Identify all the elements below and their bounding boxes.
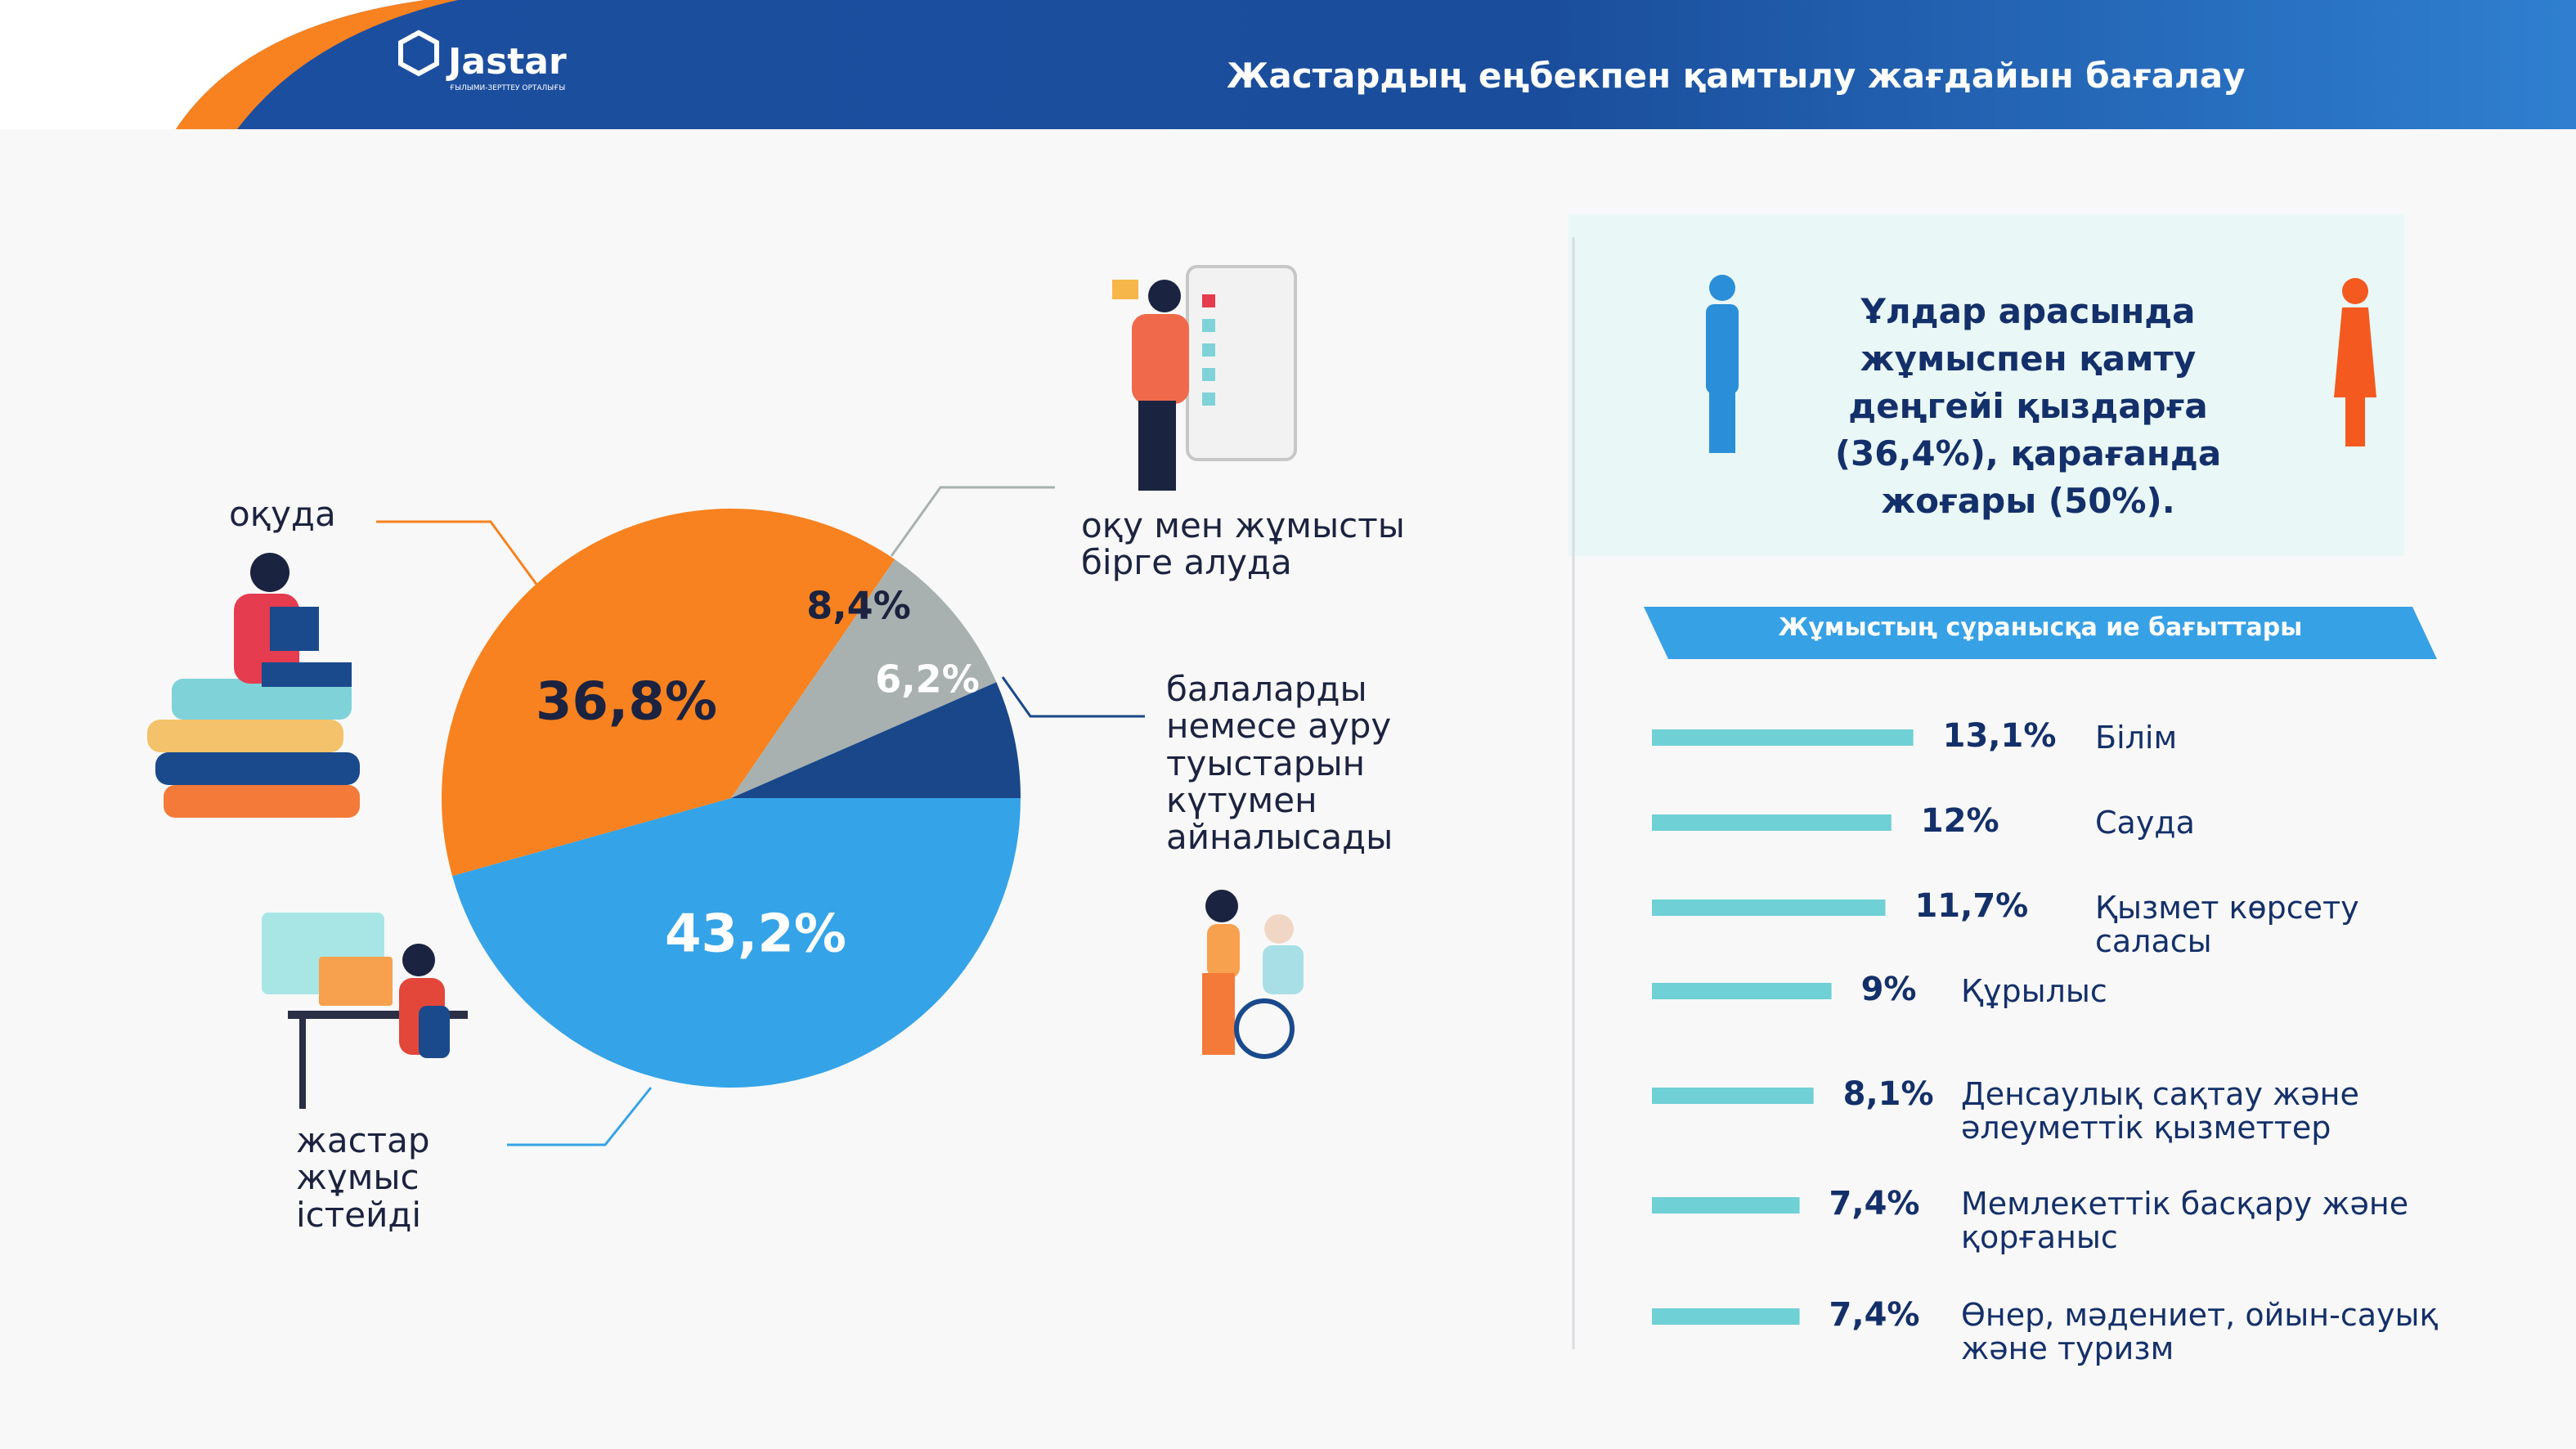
illustration-desk <box>262 913 468 1109</box>
bar-category: Сауда <box>2095 805 2195 841</box>
logo-text: Jastar <box>448 41 567 83</box>
header-accent <box>176 0 458 129</box>
bar-value-label: 7,4% <box>1829 1185 1920 1222</box>
slice-label: 6,2% <box>875 657 980 702</box>
bar <box>1652 1088 1814 1104</box>
pie-slice <box>452 798 1021 1088</box>
female-icon <box>2334 278 2376 446</box>
pie-slice <box>441 508 895 877</box>
bar-value-label: 9% <box>1861 971 1917 1008</box>
callout-text: Ұлдар арасында жұмыспен қамту деңгейі қы… <box>1834 291 2222 521</box>
logo-icon <box>398 29 439 77</box>
logo-subtitle: ҒЫЛЫМИ-ЗЕРТТЕУ ОРТАЛЫҒЫ <box>450 84 566 92</box>
bar <box>1652 899 1886 916</box>
leader-line <box>376 520 541 590</box>
bar-value-label: 12% <box>1921 802 1999 840</box>
bar <box>1652 1308 1800 1325</box>
bar-value-label: 8,1% <box>1843 1075 1934 1113</box>
pie-slice <box>731 559 997 798</box>
bar <box>1652 814 1892 831</box>
leader-line <box>890 486 1055 557</box>
bar-chart-title: Жұмыстың сұранысқа ие бағыттары <box>1778 613 2303 642</box>
bar-category: Өнер, мәдениет, ойын-сауық және туризм <box>1961 1297 2439 1367</box>
page-title: Жастардың еңбекпен қамтылу жағдайын баға… <box>1227 56 2246 96</box>
bar-category: Мемлекеттік басқару және қорғаныс <box>1961 1186 2409 1256</box>
bar <box>1652 1197 1800 1213</box>
illustration-presenter <box>1112 265 1297 491</box>
bar <box>1652 983 1832 999</box>
slice-category: балаларды немесе ауру туыстарын күтумен … <box>1166 669 1393 858</box>
leader-line <box>507 1087 653 1146</box>
slice-category: оқуда <box>229 494 336 534</box>
bar-value-label: 11,7% <box>1914 887 2028 925</box>
slice-label: 43,2% <box>665 904 846 965</box>
pie-slice <box>731 682 1021 798</box>
illustration-care <box>1202 890 1304 1059</box>
slice-category: оқу мен жұмысты бірге алуда <box>1081 505 1405 583</box>
bar-category: Білім <box>2095 720 2178 756</box>
male-icon <box>1706 275 1739 453</box>
slice-label: 8,4% <box>806 584 911 628</box>
illustration-reading <box>147 553 360 818</box>
slice-label: 36,8% <box>536 672 717 733</box>
bar <box>1652 729 1914 746</box>
bar-category: Қызмет көрсету саласы <box>2095 890 2359 960</box>
leader-line <box>1001 676 1145 718</box>
bar-category: Денсаулық сақтау және әлеуметтік қызметт… <box>1961 1076 2359 1146</box>
bar-value-label: 7,4% <box>1829 1296 1920 1334</box>
header-band <box>0 0 2576 129</box>
bar-value-label: 13,1% <box>1943 717 2057 755</box>
bar-title-banner <box>1644 607 2437 659</box>
bar-category: Құрылыс <box>1961 973 2107 1009</box>
header-corner <box>0 0 425 129</box>
slice-category: жастар жұмыс істейді <box>296 1120 430 1235</box>
